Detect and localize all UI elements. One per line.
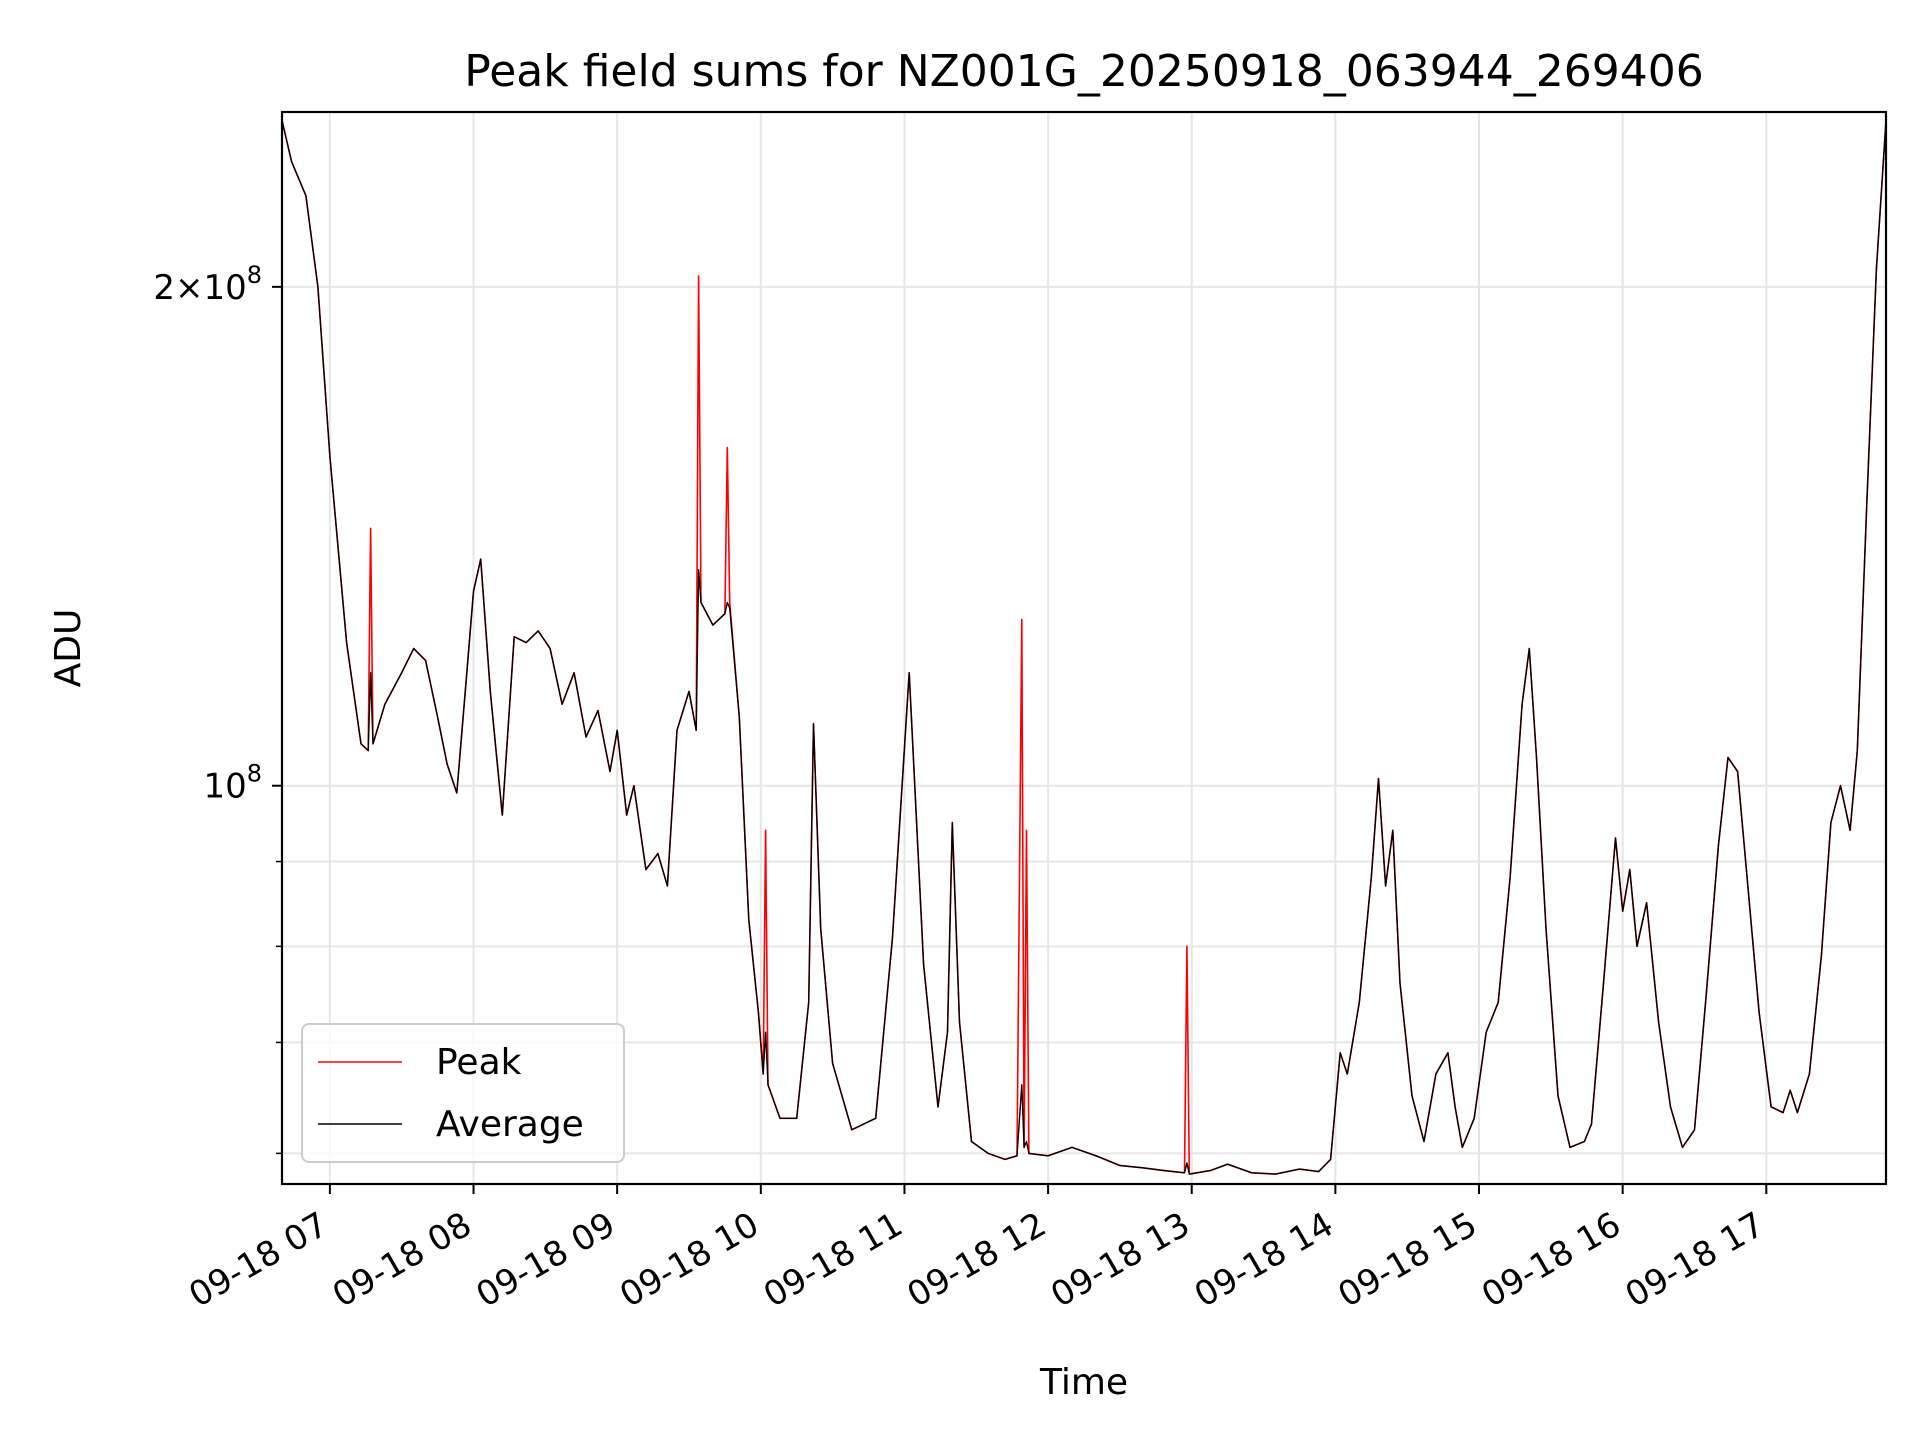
grid (282, 112, 1886, 1184)
legend: Peak Average (301, 1023, 625, 1163)
y-axis-ticks: 108 2×108 (153, 261, 282, 1155)
x-axis-label: Time (1039, 1362, 1128, 1403)
y-tick-label: 2×108 (153, 261, 262, 308)
chart-title: Peak field sums for NZ001G_20250918_0639… (464, 46, 1703, 97)
series-layer (281, 120, 1887, 1175)
y-axis-label: ADU (48, 609, 89, 688)
legend-label-peak: Peak (436, 1042, 522, 1083)
plot-frame (280, 110, 1888, 1186)
y-tick-label: 108 (203, 760, 262, 807)
legend-box (301, 1023, 625, 1163)
series-average (281, 120, 1887, 1175)
legend-label-average: Average (436, 1104, 584, 1145)
